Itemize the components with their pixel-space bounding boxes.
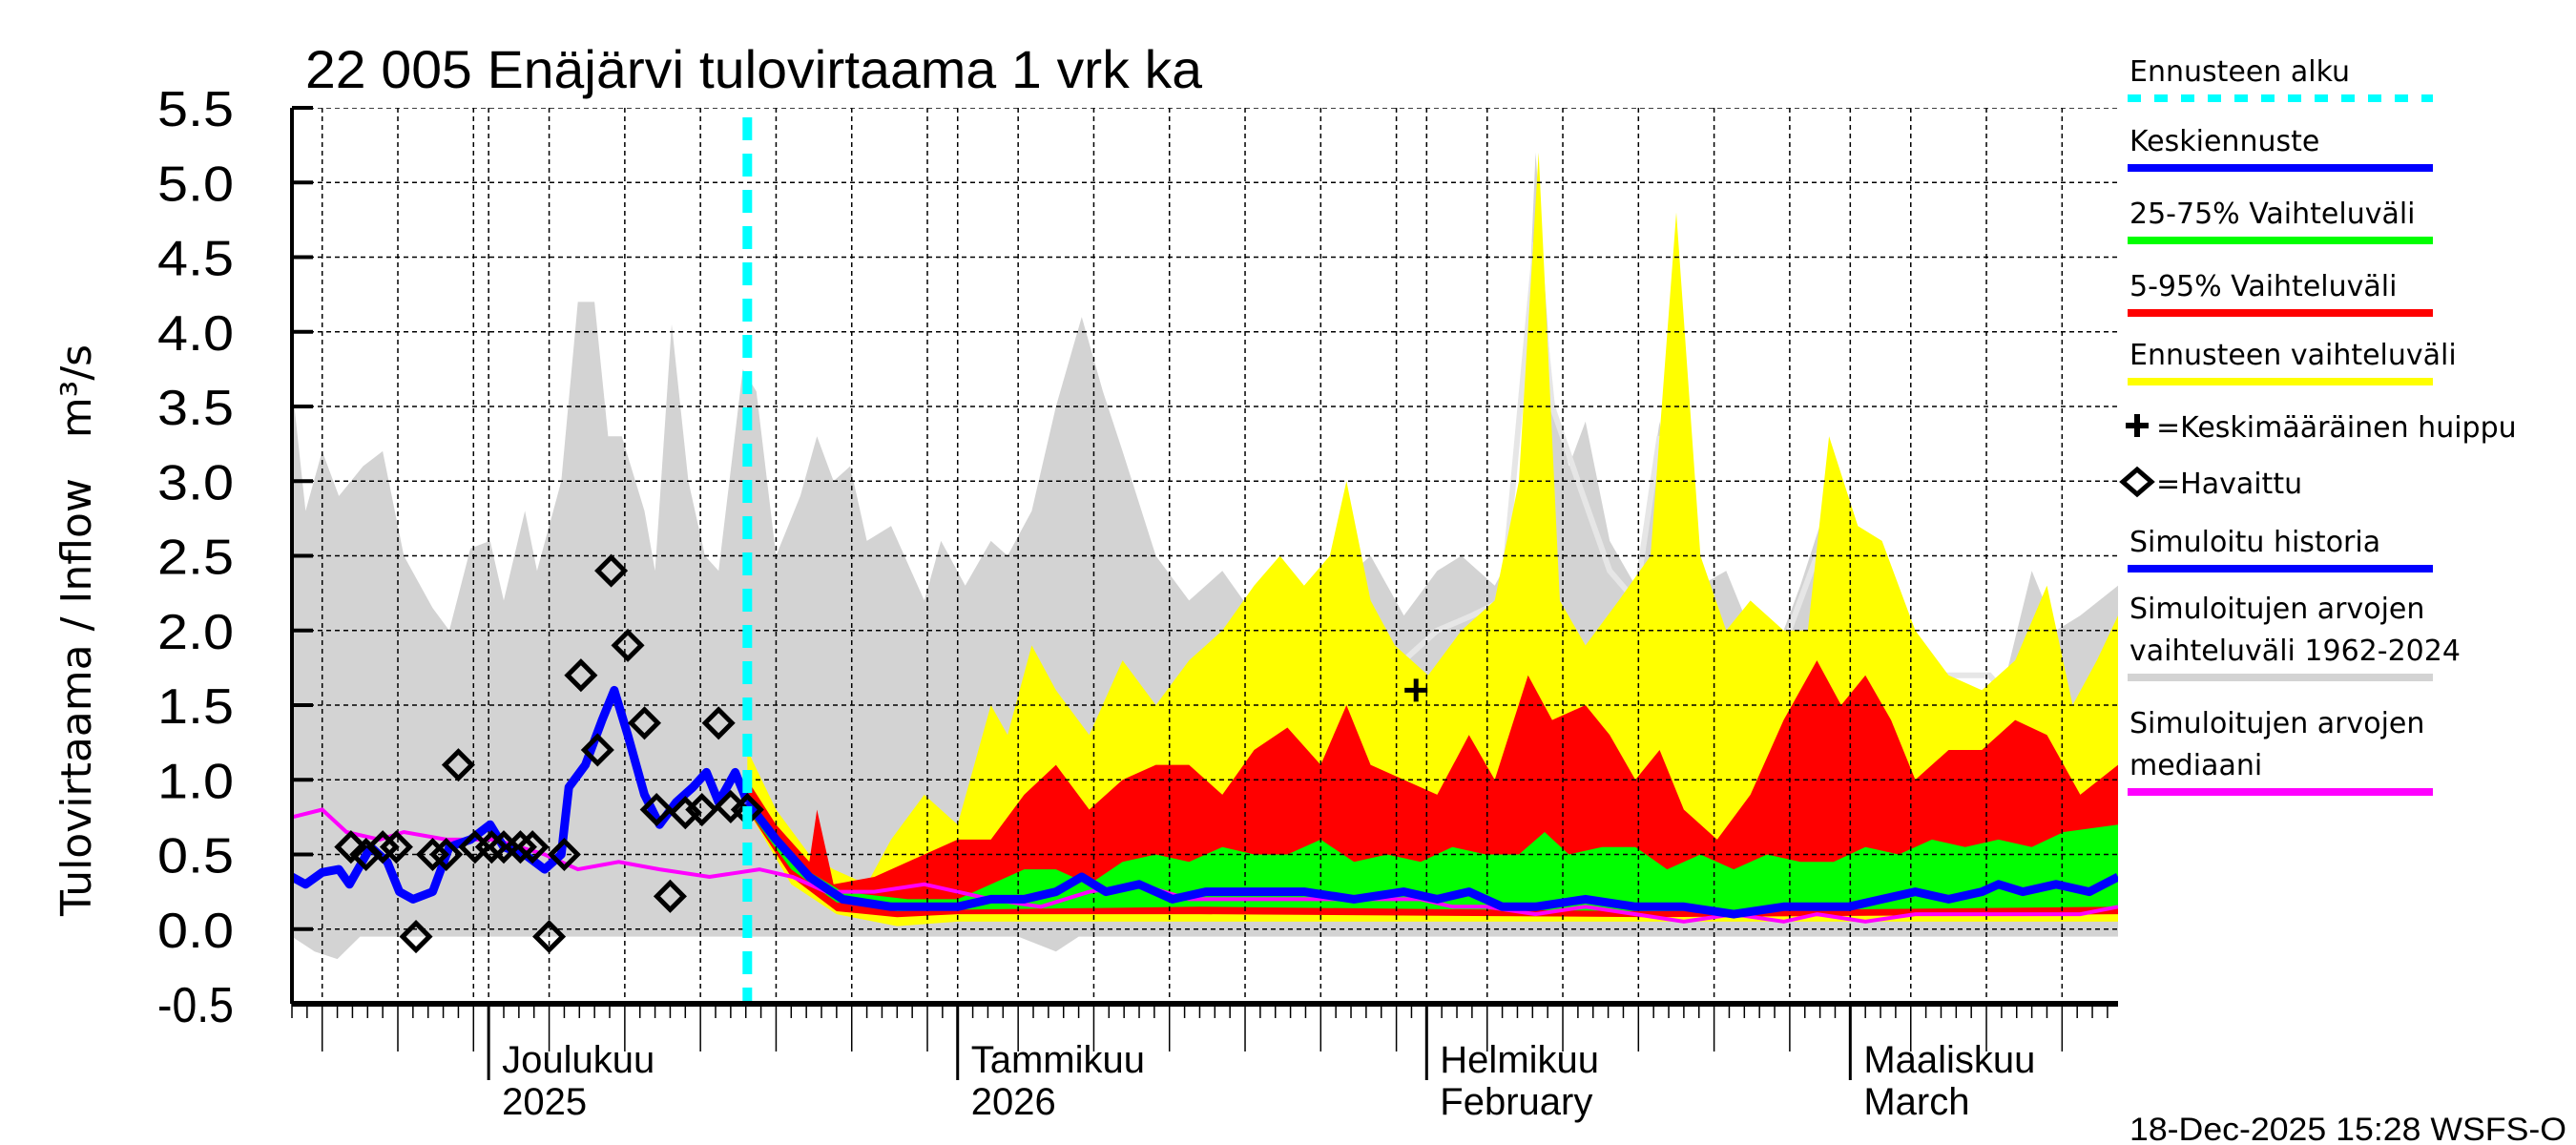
observed-point (429, 837, 464, 872)
month-label: Helmikuu (1440, 1039, 1599, 1081)
observed-point (532, 920, 567, 954)
observed-point (515, 830, 550, 864)
legend-label: Simuloitujen arvojen (2129, 593, 2424, 626)
month-label: Maaliskuu (1863, 1039, 2035, 1081)
plus-icon (2126, 414, 2149, 437)
y-axis-label: Tulovirtaama / Inflow m³/s (52, 344, 101, 917)
legend-item: Keskiennuste (2128, 125, 2433, 172)
legend-item: Ennusteen alku (2128, 55, 2433, 102)
y-tick-label: 4.0 (157, 306, 234, 362)
grid (292, 108, 2118, 1004)
y-tick-label: 0.0 (157, 904, 234, 959)
observed-point (611, 628, 645, 662)
legend-label: Simuloitujen arvojen (2129, 707, 2424, 740)
month-sublabel: 2025 (502, 1081, 587, 1123)
legend-label: Ennusteen vaihteluväli (2129, 339, 2457, 372)
legend-label: =Havaittu (2156, 468, 2302, 501)
observed-point (379, 830, 413, 864)
legend-label-line2: vaihteluväli 1962-2024 (2129, 635, 2461, 668)
y-tick-label: 4.5 (157, 232, 234, 287)
observed-point (627, 706, 662, 740)
month-sublabel: 2026 (971, 1081, 1056, 1123)
mean-peak-marker (1404, 678, 1428, 702)
observed-point (564, 658, 598, 693)
observed-point (547, 837, 581, 872)
y-tick-label: 3.0 (157, 455, 234, 510)
legend-label: 5-95% Vaihteluväli (2129, 270, 2397, 303)
legend-item: Simuloitujen arvojen mediaani (2128, 707, 2433, 796)
p25-75-band (747, 794, 2118, 911)
diamond-icon (2119, 466, 2155, 498)
observed-point (594, 553, 629, 588)
legend-item: =Keskimääräinen huippu (2126, 411, 2517, 445)
observed-point (653, 879, 687, 913)
y-tick-label: 1.5 (157, 679, 234, 735)
y-tick-label: -0.5 (157, 978, 234, 1033)
legend-item: 25-75% Vaihteluväli (2128, 198, 2433, 244)
y-tick-label: 5.0 (157, 156, 234, 212)
legend-label: Ennusteen alku (2129, 55, 2350, 89)
legend-item: Simuloitu historia (2128, 526, 2433, 572)
legend-label: 25-75% Vaihteluväli (2129, 198, 2416, 231)
observed-point (334, 830, 368, 864)
observed-point (415, 837, 450, 872)
observed-point (685, 793, 719, 827)
observed-point (365, 830, 400, 864)
chart-title: 22 005 Enäjärvi tulovirtaama 1 vrk ka (305, 39, 1203, 99)
timestamp: 18-Dec-2025 15:28 WSFS-O (2129, 1112, 2566, 1145)
observed-point (668, 796, 702, 830)
legend-item: =Havaittu (2119, 466, 2302, 501)
forecast-range-band (747, 152, 2118, 926)
observed-point (639, 793, 674, 827)
forecast-median-line (743, 799, 2118, 919)
p5-95-band (747, 660, 2118, 918)
observed-point (441, 748, 475, 782)
y-tick-label: 3.5 (157, 381, 234, 436)
y-tick-label: 1.0 (157, 754, 234, 809)
legend-label: Keskiennuste (2129, 125, 2319, 158)
legend-label: =Keskimääräinen huippu (2156, 411, 2517, 445)
legend-item: Simuloitujen arvojen vaihteluväli 1962-20… (2128, 593, 2461, 681)
month-sublabel: February (1440, 1081, 1592, 1123)
legend-item: 5-95% Vaihteluväli (2128, 270, 2433, 317)
y-tick-label: 2.0 (157, 605, 234, 660)
y-tick-label: 5.5 (157, 82, 234, 137)
legend-item: Ennusteen vaihteluväli (2128, 339, 2457, 385)
simulated-history-line (292, 685, 752, 904)
observed-point (474, 830, 509, 864)
month-label: Tammikuu (971, 1039, 1145, 1081)
y-tick-label: 0.5 (157, 829, 234, 885)
observed-point (580, 733, 614, 767)
legend-label-line2: mediaani (2129, 749, 2262, 782)
observed-point (399, 920, 433, 954)
y-tick-label: 2.5 (157, 531, 234, 586)
observed-point (503, 830, 537, 864)
observed-point (701, 706, 736, 740)
legend-label: Simuloitu historia (2129, 526, 2380, 559)
month-label: Joulukuu (502, 1039, 654, 1081)
month-sublabel: March (1863, 1081, 1969, 1123)
